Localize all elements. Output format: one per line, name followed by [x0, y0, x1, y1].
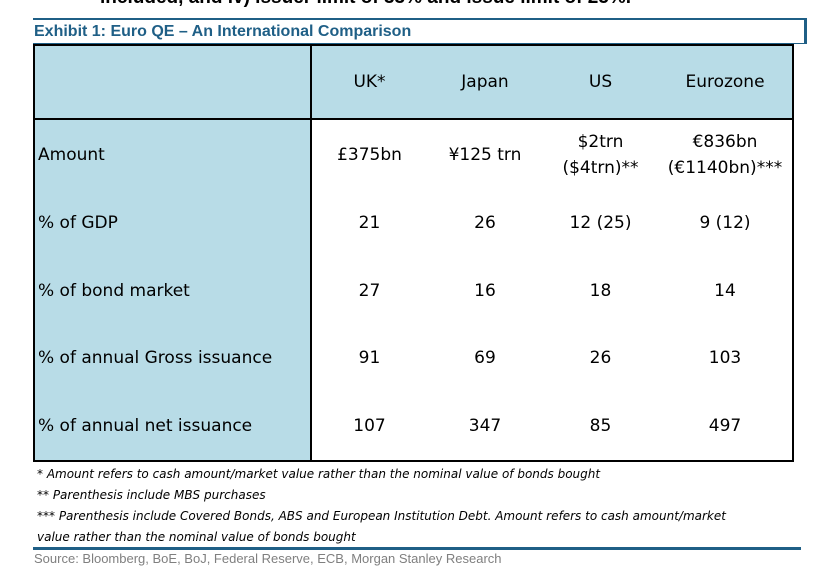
- source-divider: [33, 547, 801, 550]
- cell-amount-eurozone: €836bn (€1140bn)***: [658, 119, 792, 189]
- cell-bond-market-uk: 27: [358, 280, 381, 301]
- footnote-3-continued: value rather than the nominal value of b…: [37, 530, 356, 544]
- cell-line: €836bn: [692, 131, 758, 152]
- cell-line: (€1140bn)***: [667, 157, 783, 178]
- cell-line: ¥125 trn: [448, 144, 522, 165]
- cell-amount-us: $2trn ($4trn)**: [543, 119, 658, 189]
- row-label-bond-market: % of bond market: [35, 256, 312, 325]
- column-header-us: US: [543, 46, 658, 120]
- cell-gross-issuance-uk: 91: [358, 348, 381, 369]
- cell-bond-market-us: 18: [589, 280, 612, 301]
- cell-line: $2trn: [577, 131, 624, 152]
- row-label-net-issuance: % of annual net issuance: [35, 392, 312, 460]
- cell-line: ($4trn)**: [562, 157, 639, 178]
- table-row-gdp: % of GDP 21 26 12 (25) 9 (12): [35, 189, 792, 257]
- cell-net-issuance-eurozone: 497: [708, 416, 742, 437]
- cell-net-issuance-us: 85: [589, 416, 612, 437]
- exhibit-title: Exhibit 1: Euro QE – An International Co…: [34, 23, 412, 40]
- comparison-table: UK* Japan US Eurozone Amount £375bn ¥125…: [33, 44, 794, 462]
- cell-bond-market-eurozone: 14: [714, 280, 736, 301]
- cell-gross-issuance-eurozone: 103: [708, 348, 742, 369]
- row-label-gdp: % of GDP: [35, 189, 312, 257]
- cell-gdp-us: 12 (25): [569, 212, 632, 233]
- table-header-row: UK* Japan US Eurozone: [35, 46, 792, 120]
- header-corner-cell: [35, 46, 312, 120]
- cell-gdp-eurozone: 9 (12): [699, 212, 751, 233]
- column-header-uk: UK*: [311, 46, 427, 120]
- exhibit-title-bar: Exhibit 1: Euro QE – An International Co…: [33, 18, 807, 44]
- cell-gross-issuance-japan: 69: [474, 348, 496, 369]
- row-label-amount: Amount: [35, 119, 312, 189]
- cell-net-issuance-japan: 347: [468, 416, 502, 437]
- table-row-bond-market: % of bond market 27 16 18 14: [35, 256, 792, 325]
- cell-net-issuance-uk: 107: [353, 416, 386, 437]
- context-text-line: included, and iv) issuer limit of 33% an…: [100, 0, 631, 9]
- cell-amount-uk: £375bn: [311, 119, 427, 189]
- cell-gdp-japan: 26: [474, 212, 496, 233]
- table-row-gross-issuance: % of annual Gross issuance 91 69 26 103: [35, 324, 792, 393]
- column-header-japan: Japan: [427, 46, 543, 120]
- footnote-3: *** Parenthesis include Covered Bonds, A…: [37, 509, 726, 523]
- cell-amount-japan: ¥125 trn: [427, 119, 543, 189]
- cell-bond-market-japan: 16: [474, 280, 496, 301]
- table-row-net-issuance: % of annual net issuance 107 347 85 497: [35, 392, 792, 460]
- cell-gdp-uk: 21: [358, 212, 381, 233]
- footnote-2: ** Parenthesis include MBS purchases: [37, 488, 266, 502]
- footnotes: * Amount refers to cash amount/market va…: [37, 464, 797, 548]
- cell-line: £375bn: [337, 144, 402, 165]
- footnote-1: * Amount refers to cash amount/market va…: [37, 467, 601, 481]
- column-header-eurozone: Eurozone: [658, 46, 792, 120]
- cell-gross-issuance-us: 26: [589, 348, 612, 369]
- row-label-gross-issuance: % of annual Gross issuance: [35, 324, 312, 393]
- table-row-amount: Amount £375bn ¥125 trn $2trn ($4trn)** €8…: [35, 119, 792, 189]
- source-note: Source: Bloomberg, BoE, BoJ, Federal Res…: [34, 551, 502, 566]
